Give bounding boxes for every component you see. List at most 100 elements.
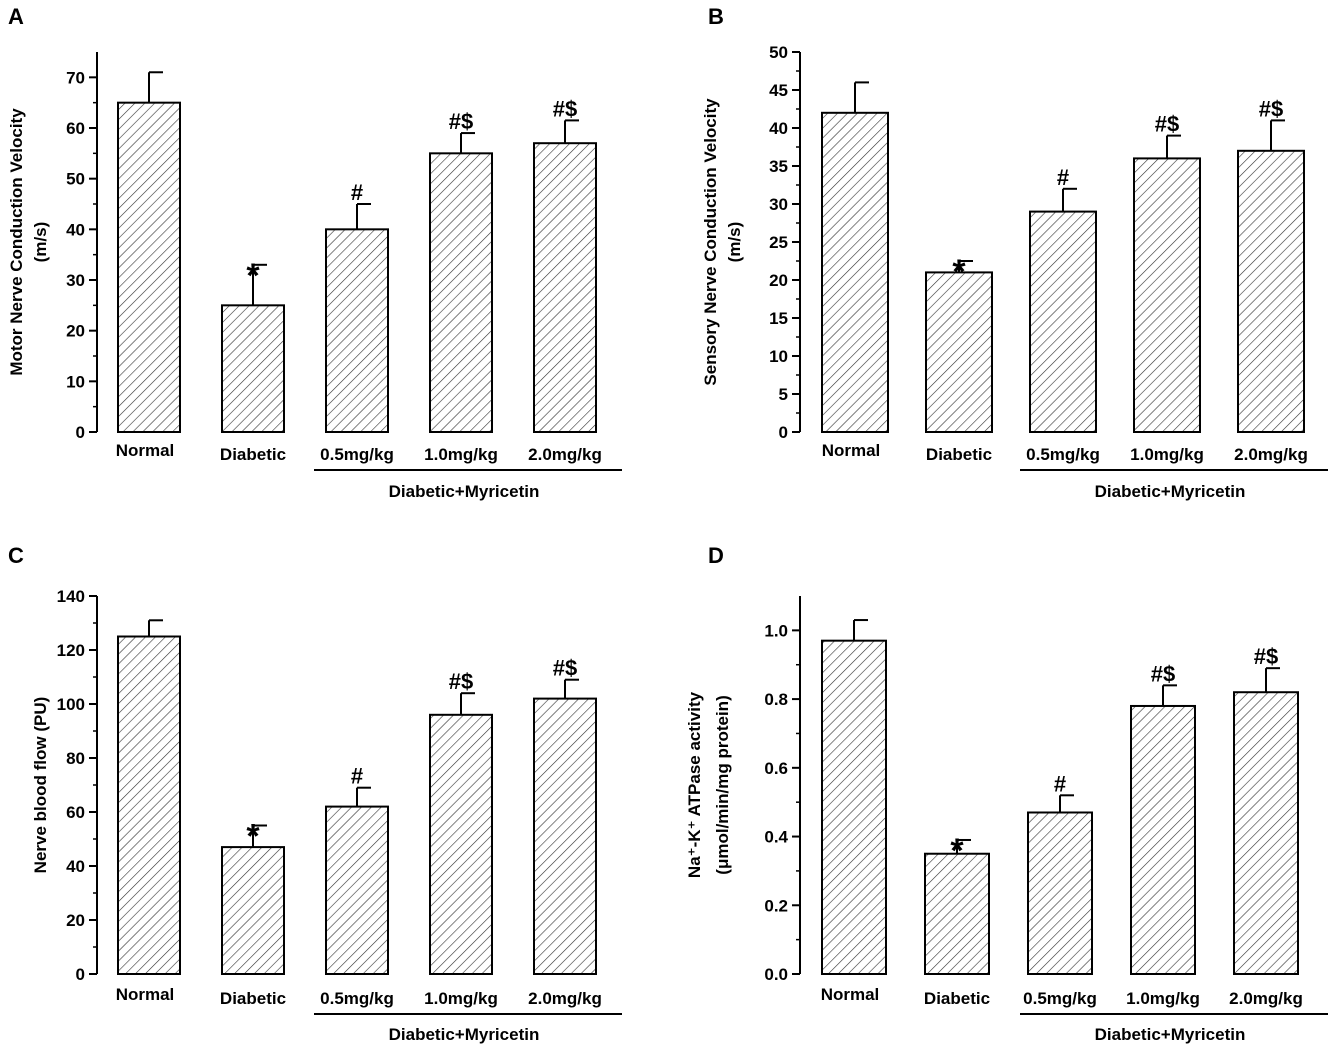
y-tick-label: 15: [769, 309, 788, 328]
y-tick-label: 50: [66, 170, 85, 189]
y-tick-label: 0.4: [764, 828, 788, 847]
bar-2-0mg-kg: [533, 697, 597, 975]
x-category-label: Normal: [116, 985, 175, 1004]
significance-marker: #$: [553, 656, 577, 681]
group-label: Diabetic+Myricetin: [1095, 482, 1246, 501]
x-category-label: Normal: [821, 985, 880, 1004]
x-category-label: 0.5mg/kg: [1023, 989, 1097, 1008]
group-label: Diabetic+Myricetin: [389, 482, 540, 501]
panel-letter: B: [708, 4, 724, 29]
bar-0-5mg-kg: [325, 805, 389, 975]
group-label: Diabetic+Myricetin: [1095, 1025, 1246, 1044]
y-tick-label: 10: [769, 347, 788, 366]
y-tick-label: 0: [779, 423, 788, 442]
bar-diabetic: [221, 846, 285, 975]
bar-0-5mg-kg: [325, 228, 389, 433]
y-tick-label: 0.0: [764, 965, 788, 984]
y-tick-label: 140: [57, 587, 85, 606]
significance-marker: *: [246, 818, 260, 856]
significance-marker: #$: [449, 109, 473, 134]
bar-normal: [821, 111, 889, 434]
y-tick-label: 60: [66, 803, 85, 822]
bar-diabetic: [925, 271, 993, 433]
y-axis-unit: (μmol/min/mg protein): [713, 695, 732, 874]
y-tick-label: 1.0: [764, 621, 788, 640]
x-category-label: Normal: [116, 441, 175, 460]
y-axis-unit: (m/s): [31, 222, 50, 263]
bar-0-5mg-kg: [1029, 210, 1097, 433]
y-axis-title: Sensory Nerve Conduction Velocity: [701, 98, 720, 386]
x-category-label: 2.0mg/kg: [1234, 445, 1308, 464]
y-tick-label: 50: [769, 43, 788, 62]
bar-1-0mg-kg: [429, 713, 493, 975]
bar-1-0mg-kg: [429, 152, 493, 433]
bar-normal: [117, 101, 181, 434]
x-category-label: 2.0mg/kg: [1229, 989, 1303, 1008]
significance-marker: *: [246, 257, 260, 295]
y-tick-label: 40: [66, 220, 85, 239]
y-tick-label: 35: [769, 157, 788, 176]
y-tick-label: 10: [66, 372, 85, 391]
bar-normal: [821, 639, 887, 975]
y-tick-label: 0: [76, 423, 85, 442]
chart-panel-c: C 0 20 40 60 80 100 120 140 Nerve blood flow (PU)…: [8, 543, 622, 1044]
y-tick-label: 60: [66, 119, 85, 138]
y-tick-label: 0.6: [764, 759, 788, 778]
y-tick-label: 0.8: [764, 690, 788, 709]
bar-diabetic: [221, 304, 285, 434]
bar-1-0mg-kg: [1130, 704, 1196, 975]
x-category-label: 1.0mg/kg: [424, 989, 498, 1008]
significance-marker: #: [1054, 771, 1066, 796]
significance-marker: #$: [449, 669, 473, 694]
x-category-label: 0.5mg/kg: [320, 989, 394, 1008]
x-category-label: Normal: [822, 441, 881, 460]
y-tick-label: 0: [76, 965, 85, 984]
significance-marker: #: [351, 764, 363, 789]
y-tick-label: 5: [779, 385, 788, 404]
significance-marker: *: [952, 253, 966, 291]
significance-marker: #: [1057, 165, 1069, 190]
x-category-label: 1.0mg/kg: [424, 445, 498, 464]
y-tick-label: 20: [769, 271, 788, 290]
x-category-label: Diabetic: [220, 445, 286, 464]
chart-panel-b: B 0 5 10 15 20 25 30 35 40 45 50 Sensory Nerve Condu…: [701, 4, 1328, 501]
x-category-label: Diabetic: [220, 989, 286, 1008]
y-tick-label: 0.2: [764, 896, 788, 915]
y-tick-label: 40: [769, 119, 788, 138]
bar-normal: [117, 635, 181, 975]
y-tick-label: 45: [769, 81, 788, 100]
chart-panel-d: D 0.0 0.2 0.4 0.6 0.8 1.0 Na⁺-K⁺ ATPase activit…: [685, 543, 1328, 1044]
bar-0-5mg-kg: [1027, 811, 1093, 975]
y-axis-title: Na⁺-K⁺ ATPase activity: [685, 691, 704, 878]
significance-marker: #$: [1155, 112, 1179, 137]
bar-1-0mg-kg: [1133, 157, 1201, 433]
x-category-label: 0.5mg/kg: [320, 445, 394, 464]
x-category-label: 1.0mg/kg: [1130, 445, 1204, 464]
x-category-label: 2.0mg/kg: [528, 989, 602, 1008]
y-axis-title: Motor Nerve Conduction Velocity: [7, 108, 26, 376]
panel-letter: C: [8, 543, 24, 568]
y-tick-label: 70: [66, 68, 85, 87]
x-category-label: Diabetic: [924, 989, 990, 1008]
y-tick-label: 100: [57, 695, 85, 714]
chart-panel-a: A 0 10 20 30 40 50 60 70 Motor Nerve Conduction V…: [7, 4, 622, 501]
group-label: Diabetic+Myricetin: [389, 1025, 540, 1044]
bar-2-0mg-kg: [1233, 691, 1299, 976]
y-tick-label: 120: [57, 641, 85, 660]
y-tick-label: 20: [66, 322, 85, 341]
panel-letter: A: [8, 4, 24, 29]
y-tick-label: 25: [769, 233, 788, 252]
y-axis-title: Nerve blood flow (PU): [31, 697, 50, 874]
significance-marker: #$: [1254, 644, 1278, 669]
panel-letter: D: [708, 543, 724, 568]
significance-marker: #$: [553, 96, 577, 121]
significance-marker: #$: [1259, 96, 1283, 121]
bar-2-0mg-kg: [533, 142, 597, 433]
x-category-label: 2.0mg/kg: [528, 445, 602, 464]
significance-marker: #$: [1151, 661, 1175, 686]
bar-2-0mg-kg: [1237, 149, 1305, 434]
x-category-label: 0.5mg/kg: [1026, 445, 1100, 464]
y-tick-label: 20: [66, 911, 85, 930]
